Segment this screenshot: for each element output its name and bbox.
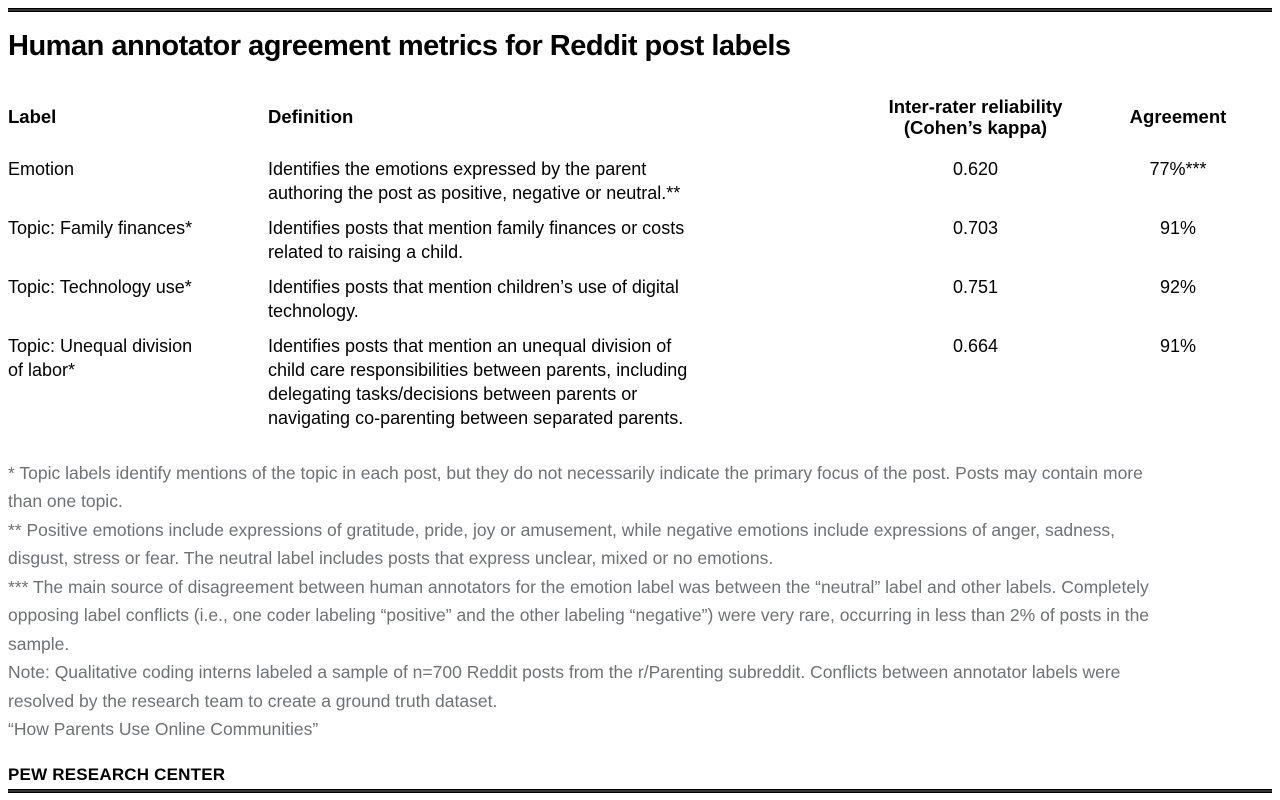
column-header-agreement: Agreement: [1129, 106, 1227, 128]
footnote-topic-labels: * Topic labels identify mentions of the …: [8, 462, 1143, 512]
column-header-definition: Definition: [268, 106, 354, 128]
table-row-unequal-division: Topic: Unequal division of labor* Identi…: [8, 334, 1272, 430]
row-agreement-value: 91%: [1159, 335, 1197, 356]
table-header-row: Label Definition Inter-rater reliability…: [8, 96, 1272, 138]
row-definition: Identifies posts that mention children’s…: [268, 276, 679, 321]
table-row-technology-use: Topic: Technology use* Identifies posts …: [8, 275, 1272, 323]
row-label: Topic: Technology use*: [8, 276, 192, 297]
table-row-family-finances: Topic: Family finances* Identifies posts…: [8, 216, 1272, 264]
bottom-rule: [8, 789, 1272, 793]
row-definition: Identifies the emotions expressed by the…: [268, 158, 681, 203]
footnote-disagreement-source: *** The main source of disagreement betw…: [8, 576, 1150, 654]
row-kappa-value: 0.620: [952, 158, 999, 179]
row-agreement-value: 91%: [1159, 217, 1197, 238]
footnotes-block: * Topic labels identify mentions of the …: [8, 459, 1168, 744]
footnote-report-title: “How Parents Use Online Communities”: [8, 719, 319, 740]
row-agreement-value: 77%***: [1149, 158, 1207, 179]
footnote-methodology-note: Note: Qualitative coding interns labeled…: [8, 662, 1121, 711]
table-row-emotion: Emotion Identifies the emotions expresse…: [8, 157, 1272, 205]
row-label: Emotion: [8, 158, 75, 179]
agreement-metrics-table: Label Definition Inter-rater reliability…: [8, 96, 1272, 430]
row-definition: Identifies posts that mention family fin…: [268, 217, 685, 262]
top-rule: [8, 8, 1272, 12]
row-kappa-value: 0.703: [952, 217, 999, 238]
row-kappa-value: 0.751: [952, 276, 999, 297]
page-title: Human annotator agreement metrics for Re…: [8, 30, 791, 62]
row-kappa-value: 0.664: [952, 335, 999, 356]
footnote-emotion-definitions: ** Positive emotions include expressions…: [8, 519, 1115, 569]
pew-research-center-wordmark: PEW RESEARCH CENTER: [8, 764, 226, 784]
column-header-label: Label: [8, 106, 57, 128]
row-label: Topic: Family finances*: [8, 217, 193, 238]
column-header-kappa: Inter-rater reliability (Cohen’s kappa): [888, 95, 1063, 138]
row-agreement-value: 92%: [1159, 276, 1197, 297]
row-definition: Identifies posts that mention an unequal…: [268, 335, 688, 428]
row-label: Topic: Unequal division of labor*: [8, 335, 193, 380]
